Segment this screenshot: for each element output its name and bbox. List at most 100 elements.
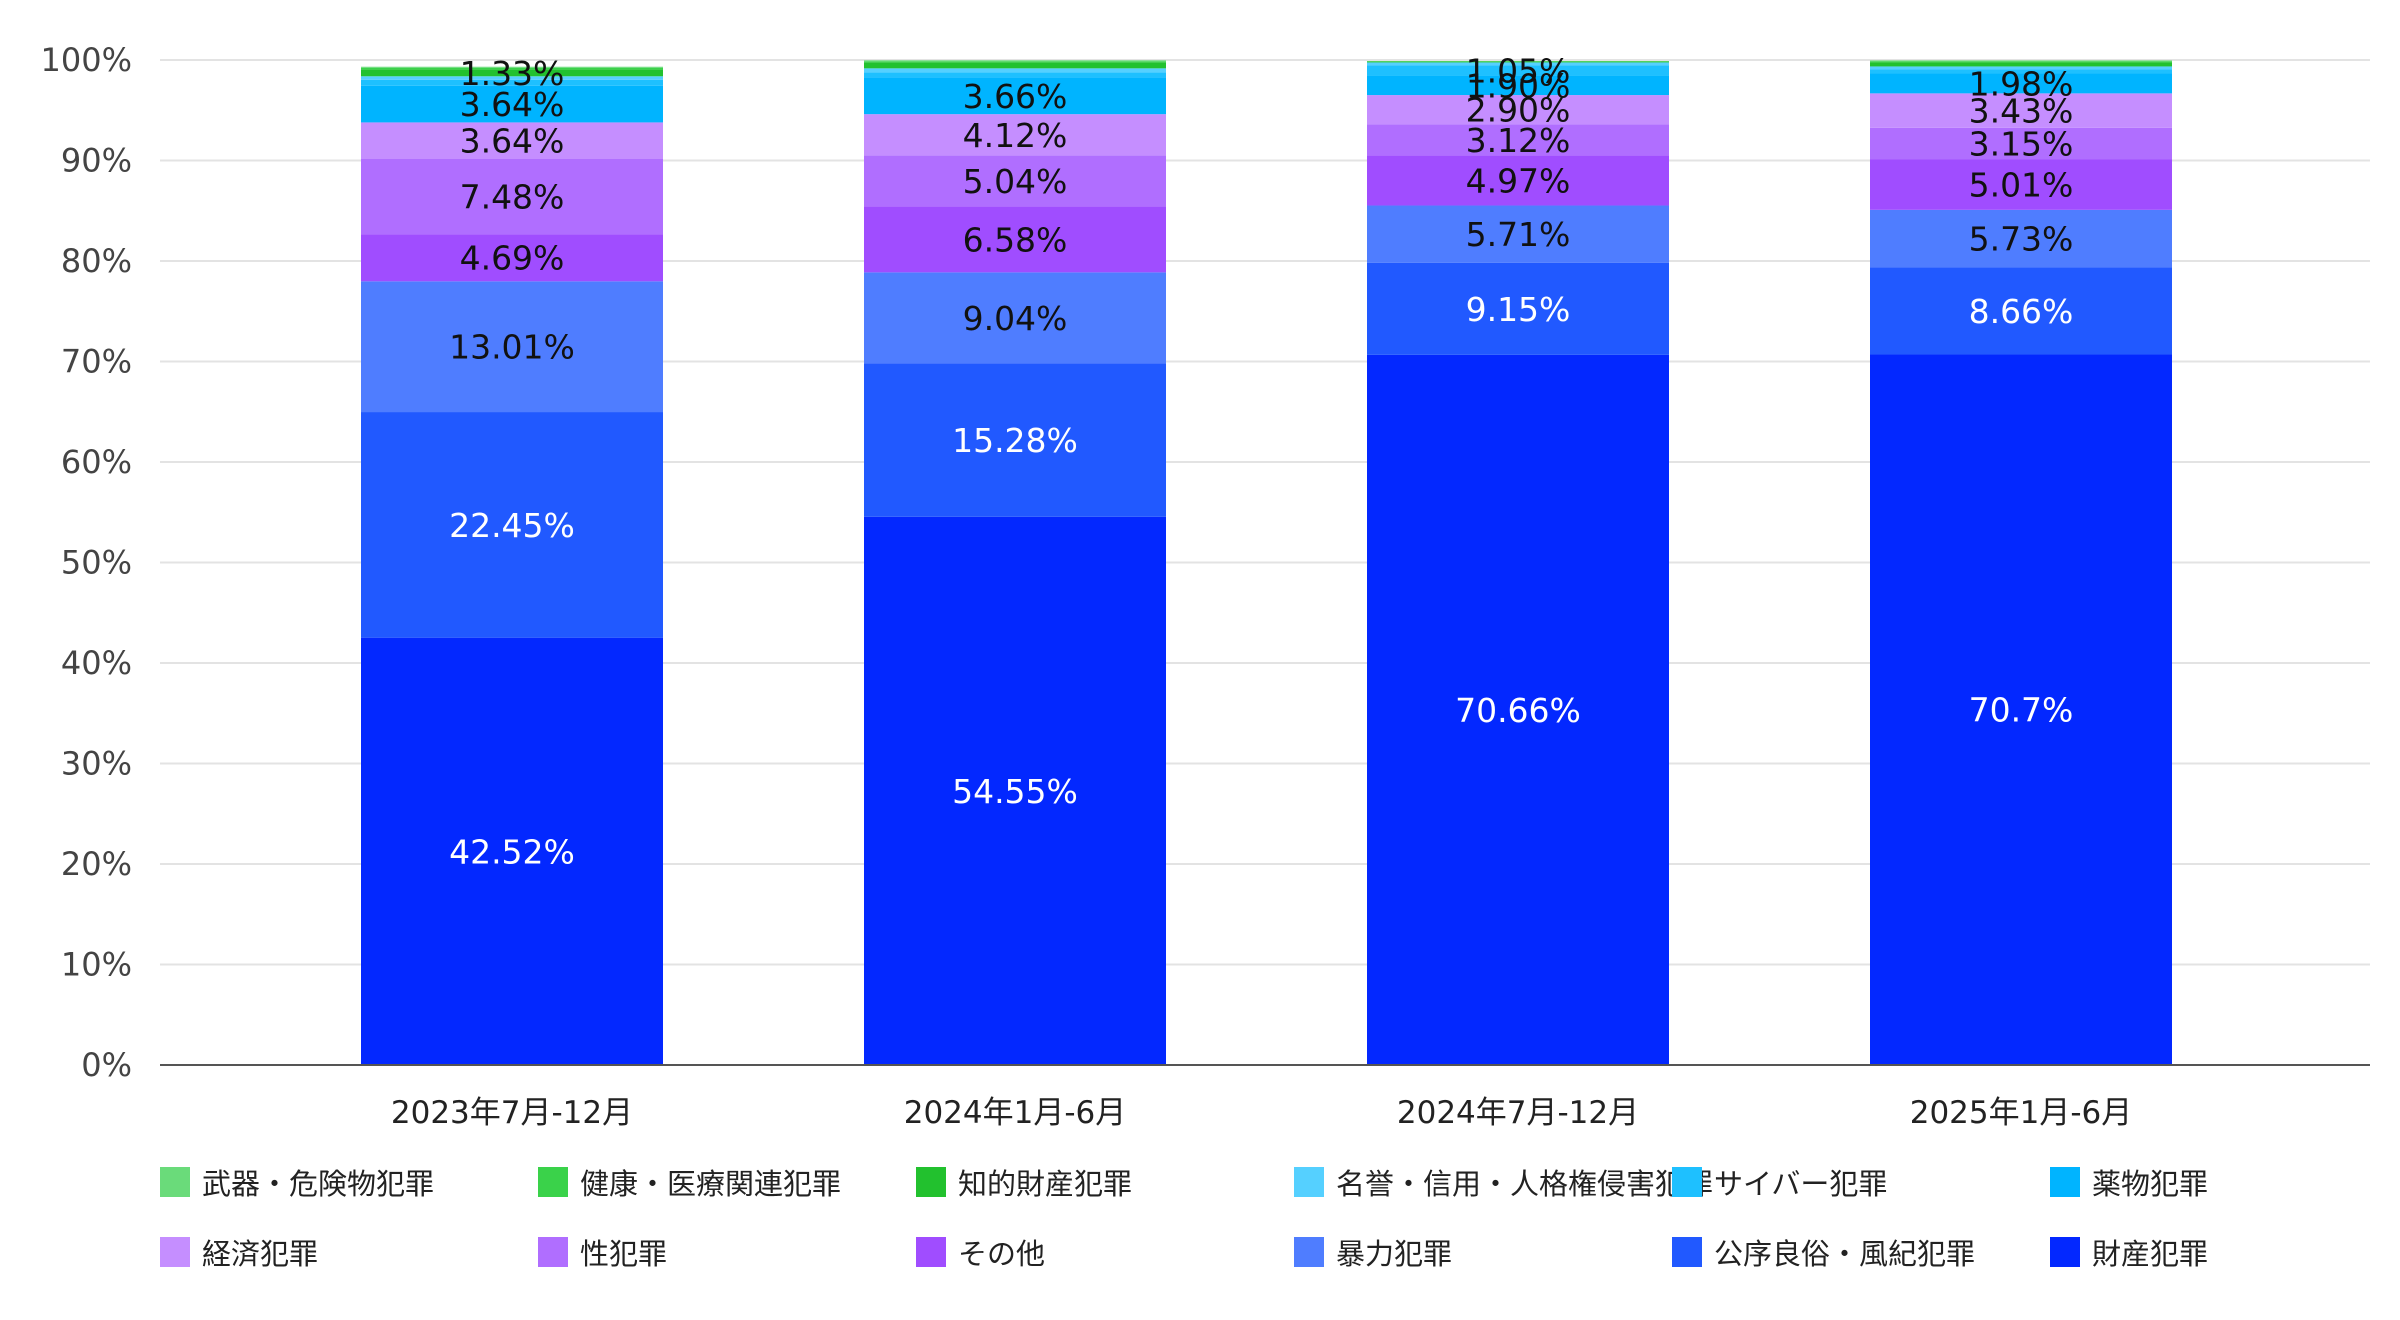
data-label: 4.97% xyxy=(1466,162,1571,201)
legend-swatch xyxy=(538,1167,568,1197)
bar-segment xyxy=(1870,127,2172,160)
legend-item: 知的財産犯罪 xyxy=(916,1162,1132,1202)
bar-segment xyxy=(361,412,663,638)
bar-segment xyxy=(1367,95,1669,125)
data-label: 1.33% xyxy=(460,54,565,93)
legend-label: 健康・医療関連犯罪 xyxy=(580,1167,842,1201)
legend-swatch xyxy=(160,1167,190,1197)
y-tick-label: 90% xyxy=(61,142,132,180)
legend-item: 財産犯罪 xyxy=(2050,1232,2208,1272)
legend-swatch xyxy=(1294,1237,1324,1267)
bar-segment xyxy=(1870,62,2172,67)
data-label: 3.43% xyxy=(1969,92,2074,131)
bar-segment xyxy=(1870,354,2172,1066)
bar-segment xyxy=(1870,66,2172,70)
bar-segment xyxy=(1870,69,2172,74)
data-label: 1.98% xyxy=(1969,64,2074,103)
y-tick-label: 100% xyxy=(41,41,132,79)
legend-item: 公序良俗・風紀犯罪 xyxy=(1672,1232,1975,1272)
bar-segment xyxy=(361,66,663,68)
legend-label: その他 xyxy=(958,1237,1046,1271)
bar-segment xyxy=(361,76,663,80)
data-label: 5.71% xyxy=(1466,215,1571,254)
data-label: 3.15% xyxy=(1969,125,2074,164)
bar-segment xyxy=(864,60,1166,62)
data-label: 22.45% xyxy=(449,506,575,545)
legend-item: 暴力犯罪 xyxy=(1294,1232,1452,1272)
bar-segment xyxy=(1367,62,1669,66)
legend-item: 性犯罪 xyxy=(538,1232,667,1272)
bar-segment xyxy=(1870,73,2172,94)
x-tick-label: 2025年1月-6月 xyxy=(1910,1095,2133,1131)
legend-swatch xyxy=(160,1237,190,1267)
bar-segment xyxy=(864,114,1166,156)
bar-segment xyxy=(864,272,1166,364)
bar-segment xyxy=(361,234,663,282)
data-label: 54.55% xyxy=(952,772,1078,811)
bar-segment xyxy=(864,61,1166,63)
data-label: 9.04% xyxy=(963,299,1068,338)
x-tick-label: 2023年7月-12月 xyxy=(391,1095,633,1131)
data-label: 9.15% xyxy=(1466,290,1571,329)
bar-segment xyxy=(864,68,1166,73)
data-label: 4.12% xyxy=(963,116,1068,155)
legend-swatch xyxy=(916,1167,946,1197)
legend-item: 経済犯罪 xyxy=(160,1232,318,1272)
x-tick-label: 2024年1月-6月 xyxy=(904,1095,1127,1131)
bar-segment xyxy=(864,62,1166,69)
bar-segment xyxy=(1367,124,1669,156)
data-label: 4.69% xyxy=(460,239,565,278)
bar-segment xyxy=(1870,60,2172,62)
bar-segment xyxy=(1367,75,1669,96)
legend-label: 性犯罪 xyxy=(580,1237,668,1271)
bar-segment xyxy=(864,155,1166,207)
data-label: 2.90% xyxy=(1466,91,1571,130)
legend-label: 公序良俗・風紀犯罪 xyxy=(1714,1237,1976,1271)
y-tick-label: 20% xyxy=(61,845,132,883)
bar-segment xyxy=(1367,354,1669,1065)
legend-label: 薬物犯罪 xyxy=(2092,1167,2209,1201)
bar-segment xyxy=(1870,209,2172,268)
data-label: 70.66% xyxy=(1455,691,1581,730)
legend-swatch xyxy=(916,1237,946,1267)
legend-item: その他 xyxy=(916,1232,1045,1272)
x-tick-label: 2024年7月-12月 xyxy=(1397,1095,1639,1131)
data-label: 3.64% xyxy=(460,85,565,124)
bar-segment xyxy=(1870,93,2172,128)
data-label: 42.52% xyxy=(449,832,575,871)
data-label: 15.28% xyxy=(952,421,1078,460)
legend-label: 経済犯罪 xyxy=(202,1237,319,1271)
y-tick-label: 70% xyxy=(61,343,132,381)
bar-segment xyxy=(361,85,663,123)
bar-segment xyxy=(864,516,1166,1065)
bar-segment xyxy=(1367,65,1669,76)
data-label: 5.01% xyxy=(1969,166,2074,205)
data-label: 5.04% xyxy=(963,162,1068,201)
bar-segment xyxy=(361,637,663,1065)
bar-segment xyxy=(1367,155,1669,206)
bar-segment xyxy=(361,79,663,86)
data-label: 7.48% xyxy=(460,178,565,217)
y-tick-label: 80% xyxy=(61,242,132,280)
bar-segment xyxy=(361,122,663,159)
y-tick-label: 10% xyxy=(61,946,132,984)
legend-swatch xyxy=(538,1237,568,1267)
bar-segment xyxy=(864,206,1166,273)
bar-segment xyxy=(1870,159,2172,210)
legend-item: 名誉・信用・人格権侵害犯罪 xyxy=(1294,1162,1713,1202)
bar-segment xyxy=(1367,262,1669,355)
legend-swatch xyxy=(1672,1167,1702,1197)
legend-item: 健康・医療関連犯罪 xyxy=(538,1162,841,1202)
bar-segment xyxy=(361,69,663,77)
data-label: 3.66% xyxy=(963,77,1068,116)
data-label: 3.64% xyxy=(460,122,565,161)
legend-label: サイバー犯罪 xyxy=(1714,1167,1888,1201)
bar-segment xyxy=(864,363,1166,517)
legend-swatch xyxy=(2050,1167,2080,1197)
bar-segment xyxy=(1870,267,2172,355)
legend-label: 暴力犯罪 xyxy=(1336,1237,1453,1271)
bar-segment xyxy=(864,77,1166,115)
data-label: 5.73% xyxy=(1969,220,2074,259)
y-tick-label: 60% xyxy=(61,443,132,481)
